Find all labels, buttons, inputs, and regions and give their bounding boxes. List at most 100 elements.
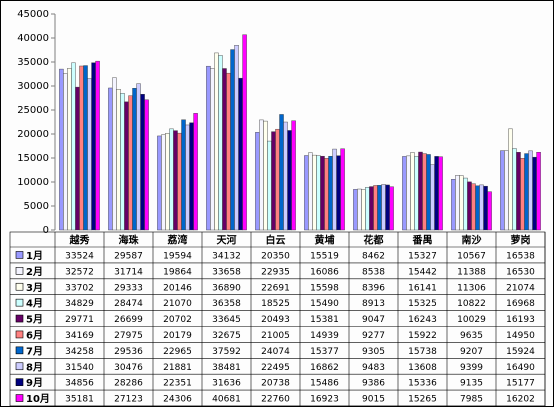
table-value: 33658 bbox=[212, 267, 241, 277]
bar bbox=[361, 189, 366, 231]
bar bbox=[406, 155, 411, 231]
table-value: 29333 bbox=[114, 283, 143, 293]
table-value: 28474 bbox=[114, 299, 143, 309]
table-value: 34132 bbox=[212, 251, 241, 261]
bar bbox=[475, 185, 480, 231]
bar bbox=[471, 183, 476, 231]
bar bbox=[91, 62, 96, 231]
table-value: 37592 bbox=[212, 347, 241, 357]
bar bbox=[116, 89, 121, 231]
table-value: 27975 bbox=[114, 331, 143, 341]
bar bbox=[385, 184, 390, 231]
table-value: 9305 bbox=[362, 347, 385, 357]
table-value: 20702 bbox=[163, 315, 192, 325]
table-value: 38481 bbox=[212, 363, 241, 373]
table-value: 10029 bbox=[457, 315, 486, 325]
bar bbox=[275, 128, 280, 231]
bar bbox=[312, 154, 317, 231]
bar bbox=[222, 68, 227, 231]
legend-label: 2月 bbox=[26, 266, 43, 278]
x-tick-label: 越秀 bbox=[69, 234, 90, 247]
legend-label: 7月 bbox=[26, 345, 43, 357]
bar bbox=[59, 68, 64, 231]
table-value: 8913 bbox=[362, 299, 385, 309]
bar bbox=[369, 186, 374, 231]
table-value: 15265 bbox=[408, 395, 437, 405]
table-value: 32675 bbox=[212, 331, 241, 341]
table-value: 15336 bbox=[408, 379, 437, 389]
y-tick-label: 10000 bbox=[17, 177, 49, 188]
legend-swatch bbox=[15, 298, 24, 307]
bar bbox=[63, 73, 68, 231]
bar bbox=[414, 156, 419, 231]
legend-swatch bbox=[15, 251, 24, 259]
table-value: 36358 bbox=[212, 299, 241, 309]
bar bbox=[332, 148, 337, 231]
y-tick-label: 5000 bbox=[24, 201, 49, 212]
legend-label: 4月 bbox=[26, 298, 43, 310]
table-value: 29587 bbox=[114, 251, 143, 261]
table-value: 36890 bbox=[212, 283, 241, 293]
table-value: 34169 bbox=[65, 331, 94, 341]
bar bbox=[381, 184, 386, 231]
legend-label: 5月 bbox=[26, 314, 43, 326]
bar bbox=[430, 164, 435, 231]
table-value: 15924 bbox=[506, 347, 535, 357]
table-value: 16202 bbox=[506, 395, 535, 405]
table-value: 11388 bbox=[457, 267, 486, 277]
table-value: 33645 bbox=[212, 315, 241, 325]
bar bbox=[210, 68, 215, 231]
table-value: 15381 bbox=[310, 315, 339, 325]
bar bbox=[120, 93, 125, 231]
table-value: 15519 bbox=[310, 251, 339, 261]
table-value: 40681 bbox=[212, 395, 241, 405]
bar bbox=[230, 49, 235, 231]
table-value: 10567 bbox=[457, 251, 486, 261]
y-tick-label: 0 bbox=[43, 225, 49, 236]
table-value: 16862 bbox=[310, 363, 339, 373]
table-value: 9135 bbox=[460, 379, 483, 389]
legend-label: 3月 bbox=[26, 282, 43, 294]
x-tick-label: 花都 bbox=[364, 234, 384, 247]
bar bbox=[402, 156, 407, 231]
table-value: 16538 bbox=[506, 251, 535, 261]
bar bbox=[75, 86, 80, 231]
bar bbox=[340, 148, 345, 231]
table-value: 11306 bbox=[457, 283, 486, 293]
table-value: 15922 bbox=[408, 331, 437, 341]
bar bbox=[124, 101, 129, 231]
table-value: 14939 bbox=[310, 331, 339, 341]
bar bbox=[377, 185, 382, 231]
table-value: 16141 bbox=[408, 283, 437, 293]
table-value: 9635 bbox=[460, 331, 483, 341]
table-value: 24306 bbox=[163, 395, 192, 405]
bar bbox=[373, 185, 378, 231]
bar bbox=[422, 153, 427, 231]
bar bbox=[516, 152, 521, 231]
table-value: 29536 bbox=[114, 347, 143, 357]
bar bbox=[336, 155, 341, 231]
table-value: 33524 bbox=[65, 251, 94, 261]
table-value: 15327 bbox=[408, 251, 437, 261]
table-value: 20493 bbox=[261, 315, 290, 325]
bar bbox=[467, 181, 472, 231]
table-value: 9207 bbox=[460, 347, 483, 357]
legend-swatch bbox=[15, 346, 24, 355]
table-value: 34856 bbox=[65, 379, 94, 389]
bar bbox=[532, 156, 537, 231]
bar bbox=[238, 77, 243, 231]
y-tick-label: 15000 bbox=[17, 153, 49, 164]
table-value: 32572 bbox=[65, 267, 94, 277]
y-tick-label: 45000 bbox=[17, 9, 49, 20]
legend-swatch bbox=[15, 314, 24, 323]
bar bbox=[528, 150, 533, 231]
y-tick-label: 25000 bbox=[17, 105, 49, 116]
bar bbox=[291, 120, 296, 231]
bar bbox=[479, 184, 484, 231]
bar bbox=[365, 187, 370, 231]
legend-label: 10月 bbox=[26, 393, 50, 405]
bar bbox=[136, 83, 141, 231]
bar bbox=[271, 131, 276, 231]
table-value: 34258 bbox=[65, 347, 94, 357]
bar bbox=[67, 68, 72, 231]
